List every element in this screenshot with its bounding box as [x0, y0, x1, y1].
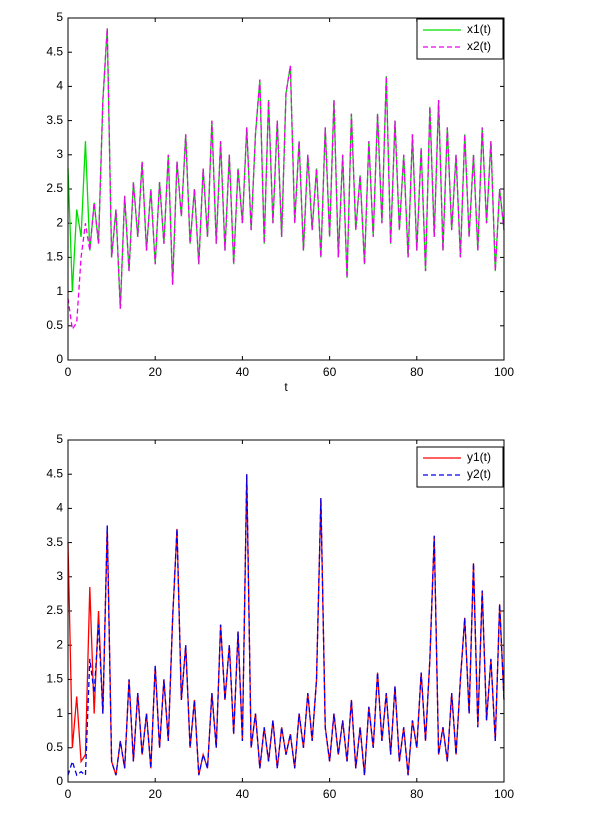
y-tick-label: 4.5	[46, 44, 63, 58]
plot-frame	[67, 17, 505, 361]
data-line	[67, 474, 505, 777]
x-tick-label: 20	[149, 365, 163, 379]
y-tick-label: 5	[56, 10, 63, 24]
y-tick-label: 4	[56, 79, 63, 93]
y-tick-label: 4.5	[46, 466, 63, 480]
x-tick-label: 20	[149, 787, 163, 801]
y-tick-label: 5	[56, 432, 63, 446]
legend-label: y2(t)	[467, 467, 491, 481]
plot-frame	[67, 439, 505, 783]
y-tick-label: 2	[56, 215, 63, 229]
y-tick-label: 3.5	[46, 113, 63, 127]
data-line	[67, 28, 505, 332]
x-tick-label: 60	[323, 365, 337, 379]
x-tick-label: 80	[410, 365, 424, 379]
data-line	[67, 28, 505, 309]
y-tick-label: 2.5	[46, 181, 63, 195]
y-tick-label: 3	[56, 569, 63, 583]
y-tick-label: 2.5	[46, 603, 63, 617]
y-tick-label: 0.5	[46, 740, 63, 754]
axes: 0 0.5 1 1.5 2 2.5 3 3.5 4 4.5 5 0 20 40 60 80 100 y1(t) y2…	[46, 432, 514, 801]
y-tick-label: 2	[56, 637, 63, 651]
legend: y1(t) y2(t)	[416, 446, 504, 488]
legend-box	[416, 18, 504, 60]
x-tick-label: 40	[236, 787, 250, 801]
y-tick-label: 1	[56, 284, 63, 298]
y-tick-label: 0.5	[46, 318, 63, 332]
y-tick-label: 1.5	[46, 672, 63, 686]
y-tick-label: 4	[56, 501, 63, 515]
x-tick-label: 0	[65, 787, 72, 801]
x-tick-label: 0	[65, 365, 72, 379]
x-tick-label: 100	[494, 365, 514, 379]
x-tick-label: 80	[410, 787, 424, 801]
data-line	[67, 474, 505, 776]
axes: 00.511.522.533.544.550 20 40 60 80 100tx1(t)x…	[46, 10, 514, 394]
y-tick-label: 3.5	[46, 535, 63, 549]
x-tick-label: 100	[494, 787, 514, 801]
x-tick-label: 60	[323, 787, 337, 801]
legend-box	[416, 446, 504, 488]
y-tick-label: 3	[56, 147, 63, 161]
y-tick-label: 1	[56, 706, 63, 720]
legend-label: y1(t)	[467, 450, 491, 464]
y-tick-label: 0	[56, 352, 63, 366]
x-tick-label: 40	[236, 365, 250, 379]
legend: x1(t) x2(t)	[416, 18, 504, 60]
y-tick-label: 0	[56, 774, 63, 788]
legend-label: x2(t)	[467, 39, 491, 53]
x-axis-label: t	[284, 380, 288, 394]
legend-label: x1(t)	[467, 22, 491, 36]
y-tick-label: 1.5	[46, 250, 63, 264]
